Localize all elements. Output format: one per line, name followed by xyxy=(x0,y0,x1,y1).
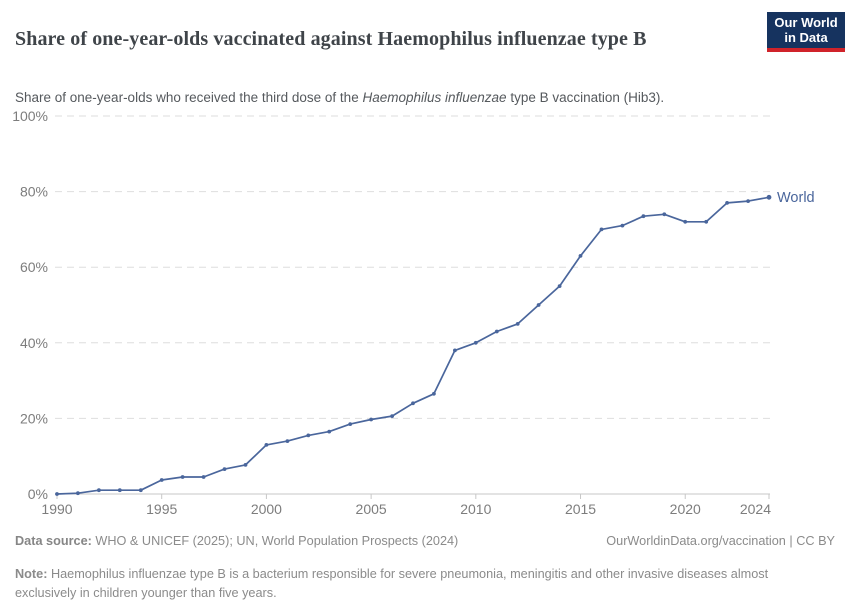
data-point[interactable] xyxy=(432,391,436,396)
rights-line: OurWorldinData.org/vaccination | CC BY xyxy=(606,534,835,548)
data-point[interactable] xyxy=(704,219,709,224)
chart-plot-area[interactable]: 0% 20% 40% 60% 80% 100% 1990 1995 2000 2005 2010 20… xyxy=(0,100,850,520)
data-source-text: WHO & UNICEF (2025); UN, World Populatio… xyxy=(91,534,459,548)
data-point[interactable] xyxy=(369,417,373,422)
y-tick-label: 100% xyxy=(12,108,48,124)
data-point[interactable] xyxy=(97,488,101,493)
x-tick-label: 2000 xyxy=(251,501,282,517)
x-tick-label: 1995 xyxy=(146,501,177,517)
y-tick-label: 0% xyxy=(28,486,48,502)
x-tick-label: 1990 xyxy=(41,501,72,517)
data-point[interactable] xyxy=(683,219,688,224)
data-point[interactable] xyxy=(473,340,478,345)
data-point[interactable] xyxy=(201,475,206,479)
cc-by-link[interactable]: CC BY xyxy=(796,534,835,548)
chart-subtitle: Share of one-year-olds who received the … xyxy=(15,90,775,105)
data-point[interactable] xyxy=(578,254,583,258)
subtitle-suffix: type B vaccination (Hib3). xyxy=(506,89,665,105)
data-point[interactable] xyxy=(243,463,248,467)
footnote: Note: Haemophilus influenzae type B is a… xyxy=(15,565,815,600)
data-point[interactable] xyxy=(494,329,499,334)
y-tick-label: 40% xyxy=(20,335,48,351)
y-tick-label: 80% xyxy=(20,184,48,200)
data-point[interactable] xyxy=(117,488,122,493)
data-point[interactable] xyxy=(306,433,311,438)
data-point[interactable] xyxy=(411,401,415,406)
data-point[interactable] xyxy=(222,467,227,471)
data-point[interactable] xyxy=(453,348,457,353)
x-tick-label: 2015 xyxy=(565,501,596,517)
data-point[interactable] xyxy=(159,478,164,482)
line-chart[interactable]: 0% 20% 40% 60% 80% 100% 1990 1995 2000 2005 2010 20… xyxy=(0,100,850,520)
world-series-line[interactable] xyxy=(56,196,770,495)
chart-title: Share of one-year-olds vaccinated agains… xyxy=(15,28,647,51)
data-point[interactable] xyxy=(327,429,332,434)
data-point[interactable] xyxy=(641,214,646,219)
data-point[interactable] xyxy=(620,223,625,228)
x-tick-label: 2005 xyxy=(356,501,387,517)
data-source-label: Data source: xyxy=(15,534,92,548)
data-point[interactable] xyxy=(285,439,290,443)
data-point[interactable] xyxy=(76,491,80,496)
data-point[interactable] xyxy=(138,488,143,493)
footnote-text: Haemophilus influenzae type B is a bacte… xyxy=(15,566,769,600)
data-point[interactable] xyxy=(264,443,269,447)
data-point[interactable] xyxy=(766,194,772,200)
data-point[interactable] xyxy=(180,475,185,479)
data-point[interactable] xyxy=(390,414,394,418)
y-tick-label: 60% xyxy=(20,259,48,275)
owid-logo[interactable]: Our World in Data xyxy=(767,12,845,52)
data-point[interactable] xyxy=(557,284,562,288)
data-point[interactable] xyxy=(599,227,604,232)
subtitle-prefix: Share of one-year-olds who received the … xyxy=(15,89,363,105)
x-tick-label: 2020 xyxy=(670,501,701,517)
x-tick-label: 2010 xyxy=(460,501,491,517)
data-point[interactable] xyxy=(55,492,59,496)
series-label-world[interactable]: World xyxy=(777,190,815,206)
data-point[interactable] xyxy=(515,322,520,326)
y-tick-label: 20% xyxy=(20,410,48,426)
owid-url-link[interactable]: OurWorldinData.org/vaccination xyxy=(606,534,786,548)
data-point[interactable] xyxy=(536,303,541,307)
x-tick-label: 2024 xyxy=(740,501,771,517)
footnote-label: Note: xyxy=(15,566,48,581)
data-point[interactable] xyxy=(725,201,729,205)
data-point[interactable] xyxy=(746,199,750,203)
owid-logo-line1: Our World xyxy=(774,15,838,30)
data-point[interactable] xyxy=(348,422,353,426)
subtitle-italic-term: Haemophilus influenzae xyxy=(362,89,507,105)
rights-separator: | xyxy=(785,534,797,548)
data-point[interactable] xyxy=(662,212,667,217)
owid-logo-line2: in Data xyxy=(784,30,828,45)
footer-row: Data source: WHO & UNICEF (2025); UN, Wo… xyxy=(15,534,835,548)
data-source-line: Data source: WHO & UNICEF (2025); UN, Wo… xyxy=(15,534,458,548)
